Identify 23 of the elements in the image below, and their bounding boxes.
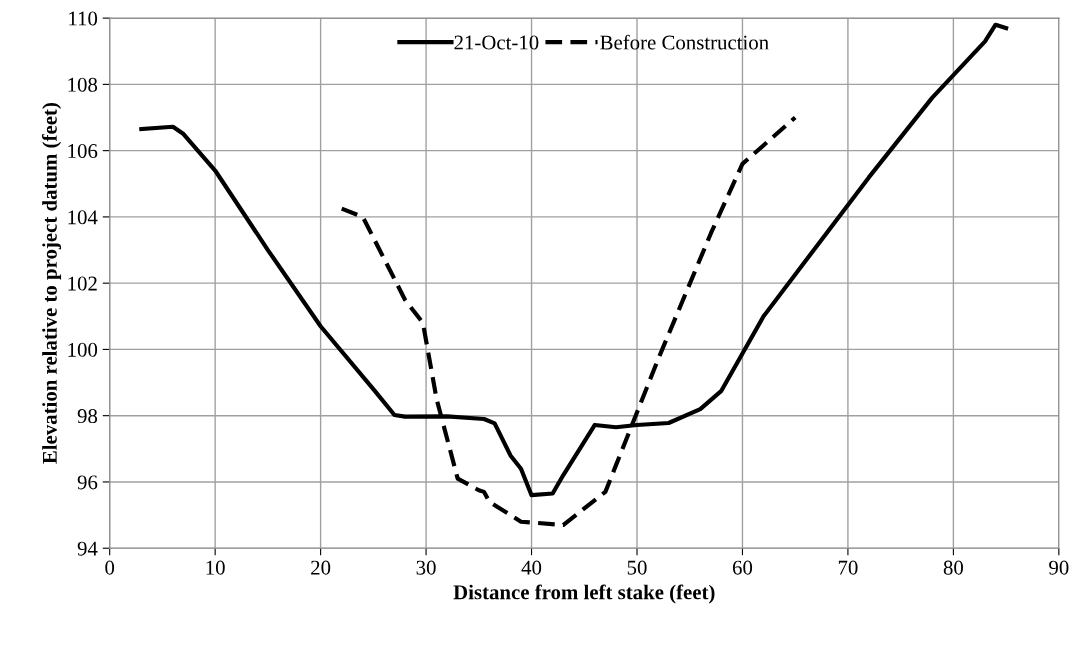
x-tick-label: 80 — [943, 560, 964, 575]
x-tick-label: 10 — [206, 560, 225, 575]
y-tick-label: 108 — [68, 77, 98, 92]
x-axis-title: Distance from left stake (feet) — [453, 584, 715, 604]
y-tick-label: 104 — [68, 210, 98, 225]
y-tick-label: 98 — [77, 409, 98, 424]
x-tick-label: 70 — [838, 560, 858, 575]
y-tick-label: 94 — [77, 541, 98, 556]
y-tick-label: 100 — [68, 342, 98, 357]
x-tick-label: 0 — [105, 560, 115, 575]
x-tick-label: 50 — [627, 560, 647, 575]
legend-label: Before Construction — [600, 34, 769, 50]
y-axis-title: Elevation relative to project datum (feet) — [41, 103, 62, 464]
y-tick-label: 110 — [69, 11, 98, 26]
y-tick-label: 96 — [77, 475, 98, 490]
y-tick-label: 102 — [68, 276, 97, 291]
x-tick-label: 60 — [732, 560, 753, 575]
x-tick-label: 30 — [416, 560, 436, 575]
legend-label: 21-Oct-10 — [454, 35, 539, 50]
x-tick-label: 90 — [1049, 560, 1069, 575]
y-tick-label: 106 — [68, 144, 98, 159]
x-tick-label: 40 — [521, 560, 542, 575]
x-tick-label: 20 — [311, 560, 331, 575]
